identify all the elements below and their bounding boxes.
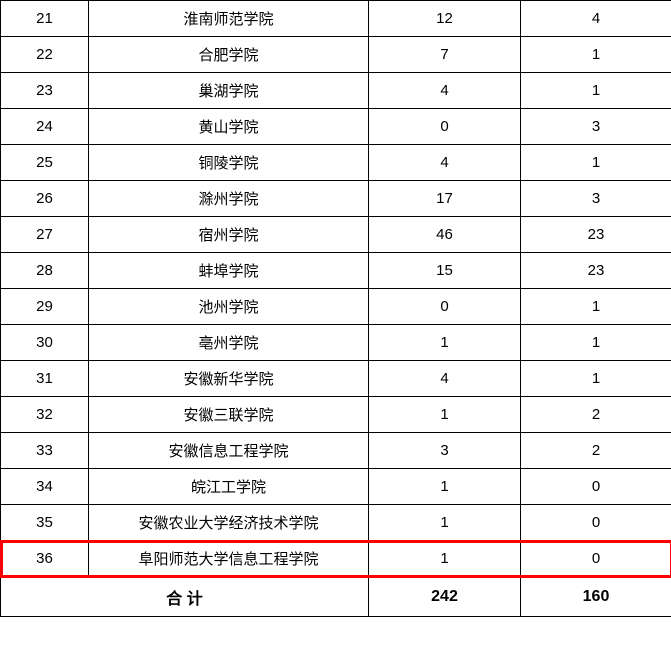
cell-col-a: 1 [369, 325, 521, 361]
cell-name: 阜阳师范大学信息工程学院 [89, 541, 369, 577]
cell-col-a: 1 [369, 505, 521, 541]
total-label: 合 计 [1, 577, 369, 617]
cell-index: 23 [1, 73, 89, 109]
cell-col-a: 3 [369, 433, 521, 469]
cell-name: 安徽三联学院 [89, 397, 369, 433]
cell-col-b: 23 [521, 217, 671, 253]
cell-col-b: 0 [521, 505, 671, 541]
cell-name: 巢湖学院 [89, 73, 369, 109]
cell-index: 31 [1, 361, 89, 397]
table-row: 27 宿州学院 46 23 [1, 217, 671, 253]
cell-col-b: 2 [521, 397, 671, 433]
cell-name: 安徽信息工程学院 [89, 433, 369, 469]
cell-col-a: 17 [369, 181, 521, 217]
cell-index: 25 [1, 145, 89, 181]
table-row: 33 安徽信息工程学院 3 2 [1, 433, 671, 469]
cell-name: 淮南师范学院 [89, 1, 369, 37]
table-row: 29 池州学院 0 1 [1, 289, 671, 325]
cell-name: 铜陵学院 [89, 145, 369, 181]
cell-col-b: 2 [521, 433, 671, 469]
cell-name: 安徽农业大学经济技术学院 [89, 505, 369, 541]
cell-index: 28 [1, 253, 89, 289]
cell-col-a: 4 [369, 73, 521, 109]
cell-index: 30 [1, 325, 89, 361]
cell-index: 34 [1, 469, 89, 505]
cell-name: 合肥学院 [89, 37, 369, 73]
table-row: 21 淮南师范学院 12 4 [1, 1, 671, 37]
table-row: 32 安徽三联学院 1 2 [1, 397, 671, 433]
table-row: 23 巢湖学院 4 1 [1, 73, 671, 109]
cell-col-a: 4 [369, 145, 521, 181]
data-table: 21 淮南师范学院 12 4 22 合肥学院 7 1 23 巢湖学院 4 1 2… [0, 0, 671, 617]
table-row: 31 安徽新华学院 4 1 [1, 361, 671, 397]
cell-col-a: 1 [369, 397, 521, 433]
cell-col-a: 15 [369, 253, 521, 289]
cell-col-b: 0 [521, 541, 671, 577]
cell-name: 蚌埠学院 [89, 253, 369, 289]
table-body: 21 淮南师范学院 12 4 22 合肥学院 7 1 23 巢湖学院 4 1 2… [1, 1, 671, 617]
cell-index: 35 [1, 505, 89, 541]
cell-col-b: 3 [521, 109, 671, 145]
cell-col-a: 1 [369, 541, 521, 577]
cell-index: 29 [1, 289, 89, 325]
table-row: 28 蚌埠学院 15 23 [1, 253, 671, 289]
cell-col-b: 23 [521, 253, 671, 289]
total-col-b: 160 [521, 577, 671, 617]
cell-name: 安徽新华学院 [89, 361, 369, 397]
cell-col-b: 1 [521, 37, 671, 73]
cell-name: 黄山学院 [89, 109, 369, 145]
cell-col-b: 0 [521, 469, 671, 505]
cell-col-b: 1 [521, 325, 671, 361]
table-row: 34 皖江工学院 1 0 [1, 469, 671, 505]
cell-col-b: 1 [521, 73, 671, 109]
cell-index: 36 [1, 541, 89, 577]
total-col-a: 242 [369, 577, 521, 617]
cell-col-a: 0 [369, 289, 521, 325]
cell-index: 32 [1, 397, 89, 433]
cell-name: 滁州学院 [89, 181, 369, 217]
cell-col-a: 4 [369, 361, 521, 397]
table-row: 24 黄山学院 0 3 [1, 109, 671, 145]
cell-index: 33 [1, 433, 89, 469]
cell-index: 21 [1, 1, 89, 37]
table-row: 25 铜陵学院 4 1 [1, 145, 671, 181]
table-row: 30 亳州学院 1 1 [1, 325, 671, 361]
cell-col-a: 7 [369, 37, 521, 73]
cell-name: 亳州学院 [89, 325, 369, 361]
cell-name: 宿州学院 [89, 217, 369, 253]
cell-col-a: 12 [369, 1, 521, 37]
cell-col-b: 1 [521, 289, 671, 325]
cell-col-a: 0 [369, 109, 521, 145]
cell-index: 26 [1, 181, 89, 217]
cell-name: 池州学院 [89, 289, 369, 325]
table-row: 35 安徽农业大学经济技术学院 1 0 [1, 505, 671, 541]
table-total-row: 合 计 242 160 [1, 577, 671, 617]
cell-col-a: 1 [369, 469, 521, 505]
cell-col-b: 3 [521, 181, 671, 217]
cell-index: 22 [1, 37, 89, 73]
cell-name: 皖江工学院 [89, 469, 369, 505]
cell-col-b: 4 [521, 1, 671, 37]
cell-index: 24 [1, 109, 89, 145]
cell-col-b: 1 [521, 361, 671, 397]
cell-col-a: 46 [369, 217, 521, 253]
table-row: 22 合肥学院 7 1 [1, 37, 671, 73]
table-row-highlighted: 36 阜阳师范大学信息工程学院 1 0 [1, 541, 671, 577]
table-row: 26 滁州学院 17 3 [1, 181, 671, 217]
cell-col-b: 1 [521, 145, 671, 181]
cell-index: 27 [1, 217, 89, 253]
